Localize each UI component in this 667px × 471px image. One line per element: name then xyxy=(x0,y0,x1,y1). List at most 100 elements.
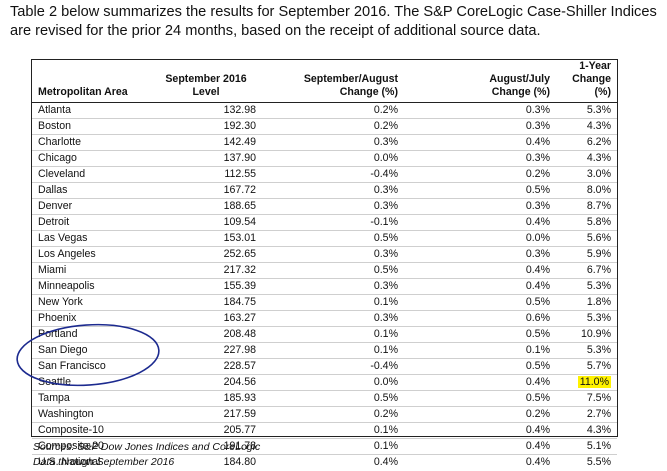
cell-level-text: 109.54 xyxy=(223,216,256,228)
cell-metro: Las Vegas xyxy=(32,230,150,247)
cell-metro: Detroit xyxy=(32,214,150,231)
cell-metro-text: New York xyxy=(38,296,83,308)
cell-metro: San Francisco xyxy=(32,358,150,375)
cell-yoy-change-text: 5.3% xyxy=(586,344,611,356)
cell-prev-change: 0.4% xyxy=(404,374,556,391)
cell-mom-change-text: 0.3% xyxy=(373,136,398,148)
cell-metro-text: Boston xyxy=(38,120,71,132)
cell-mom-change-text: 0.1% xyxy=(373,424,398,436)
cell-mom-change-text: 0.5% xyxy=(373,392,398,404)
cell-level: 184.80 xyxy=(150,455,262,471)
cell-yoy-change-text: 5.3% xyxy=(586,104,611,116)
cell-metro: Cleveland xyxy=(32,166,150,183)
cell-level-text: 217.59 xyxy=(223,408,256,420)
cell-mom-change: -0.1% xyxy=(262,214,404,231)
cell-level: 188.65 xyxy=(150,198,262,215)
cell-level: 204.56 xyxy=(150,374,262,391)
cell-level-text: 142.49 xyxy=(223,136,256,148)
cell-metro-text: Washington xyxy=(38,408,94,420)
cell-metro-text: Tampa xyxy=(38,392,70,404)
cell-yoy-change: 8.0% xyxy=(556,182,617,199)
cell-yoy-change: 5.3% xyxy=(556,310,617,327)
cell-mom-change-text: 0.1% xyxy=(373,296,398,308)
cell-mom-change: 0.3% xyxy=(262,278,404,295)
cell-mom-change-text: 0.2% xyxy=(373,120,398,132)
cell-metro: Boston xyxy=(32,118,150,135)
table-row: Detroit 109.54 -0.1% 0.4% 5.8% xyxy=(32,214,617,231)
cell-yoy-change: 5.9% xyxy=(556,246,617,263)
cell-yoy-change-text: 5.8% xyxy=(586,216,611,228)
table-row: U.S. National 184.80 0.4% 0.4% 5.5% xyxy=(32,455,617,471)
table-row: Portland 208.48 0.1% 0.5% 10.9% xyxy=(32,326,617,343)
cell-mom-change: 0.3% xyxy=(262,198,404,215)
cell-level: 205.77 xyxy=(150,422,262,439)
cell-mom-change: 0.4% xyxy=(262,455,404,471)
cell-level: 142.49 xyxy=(150,134,262,151)
cell-level-text: 188.65 xyxy=(223,200,256,212)
cell-prev-change-text: 0.4% xyxy=(525,456,550,468)
cell-metro-text: Portland xyxy=(38,328,78,340)
cell-mom-change-text: 0.5% xyxy=(373,264,398,276)
cell-yoy-change-text: 5.3% xyxy=(586,280,611,292)
table-row: Minneapolis 155.39 0.3% 0.4% 5.3% xyxy=(32,278,617,295)
cell-level-text: 153.01 xyxy=(223,232,256,244)
cell-mom-change: 0.3% xyxy=(262,182,404,199)
cell-prev-change-text: 0.4% xyxy=(525,280,550,292)
cell-prev-change: 0.6% xyxy=(404,310,556,327)
cell-prev-change: 0.2% xyxy=(404,406,556,423)
header-metro: Metropolitan Area xyxy=(32,60,150,103)
table-row: San Francisco 228.57 -0.4% 0.5% 5.7% xyxy=(32,358,617,375)
cell-metro: Los Angeles xyxy=(32,246,150,263)
cell-mom-change: 0.3% xyxy=(262,134,404,151)
cell-prev-change-text: 0.0% xyxy=(525,232,550,244)
table-row: Miami 217.32 0.5% 0.4% 6.7% xyxy=(32,262,617,279)
cell-prev-change: 0.4% xyxy=(404,422,556,439)
cell-level: 217.59 xyxy=(150,406,262,423)
cell-mom-change: 0.1% xyxy=(262,422,404,439)
cell-level: 109.54 xyxy=(150,214,262,231)
cell-metro-text: Denver xyxy=(38,200,73,212)
cell-level: 192.30 xyxy=(150,118,262,135)
cell-level-text: 184.80 xyxy=(223,456,256,468)
cell-prev-change: 0.4% xyxy=(404,438,556,455)
cell-mom-change-text: 0.3% xyxy=(373,312,398,324)
cell-prev-change: 0.3% xyxy=(404,102,556,119)
cell-level-text: 191.78 xyxy=(223,440,256,452)
cell-prev-change: 0.4% xyxy=(404,262,556,279)
cell-prev-change: 0.1% xyxy=(404,342,556,359)
table-row: Los Angeles 252.65 0.3% 0.3% 5.9% xyxy=(32,246,617,263)
cell-metro: Washington xyxy=(32,406,150,423)
cell-level-text: 137.90 xyxy=(223,152,256,164)
cell-prev-change: 0.5% xyxy=(404,326,556,343)
cell-yoy-change-text: 2.7% xyxy=(586,408,611,420)
header-prev-change: August/July Change (%) xyxy=(404,60,556,103)
cell-prev-change-text: 0.4% xyxy=(525,440,550,452)
table-row: Atlanta 132.98 0.2% 0.3% 5.3% xyxy=(32,102,617,119)
cell-yoy-change-text: 5.9% xyxy=(586,248,611,260)
cell-prev-change: 0.4% xyxy=(404,134,556,151)
cell-metro: Phoenix xyxy=(32,310,150,327)
cell-mom-change: 0.5% xyxy=(262,390,404,407)
cell-metro-text: Chicago xyxy=(38,152,77,164)
cell-yoy-change: 11.0% xyxy=(556,374,617,391)
cell-prev-change-text: 0.6% xyxy=(525,312,550,324)
cell-prev-change: 0.3% xyxy=(404,150,556,167)
cell-level-text: 112.55 xyxy=(224,168,256,180)
cell-level: 184.75 xyxy=(150,294,262,311)
cell-metro-text: Los Angeles xyxy=(38,248,96,260)
cell-metro-text: Composite-10 xyxy=(38,424,104,436)
cell-level: 137.90 xyxy=(150,150,262,167)
cell-level: 167.72 xyxy=(150,182,262,199)
cell-level-text: 205.77 xyxy=(223,424,256,436)
table-row: Las Vegas 153.01 0.5% 0.0% 5.6% xyxy=(32,230,617,247)
cell-metro: Denver xyxy=(32,198,150,215)
cell-yoy-change-text: 5.3% xyxy=(586,312,611,324)
cell-yoy-change-text: 10.9% xyxy=(580,328,611,340)
cell-metro: Miami xyxy=(32,262,150,279)
cell-mom-change-text: 0.4% xyxy=(373,456,398,468)
cell-metro: Composite-20 xyxy=(32,438,150,455)
cell-mom-change-text: -0.4% xyxy=(370,360,398,372)
cell-yoy-change: 3.0% xyxy=(556,166,617,183)
cell-prev-change: 0.3% xyxy=(404,198,556,215)
cell-level-text: 163.27 xyxy=(223,312,256,324)
